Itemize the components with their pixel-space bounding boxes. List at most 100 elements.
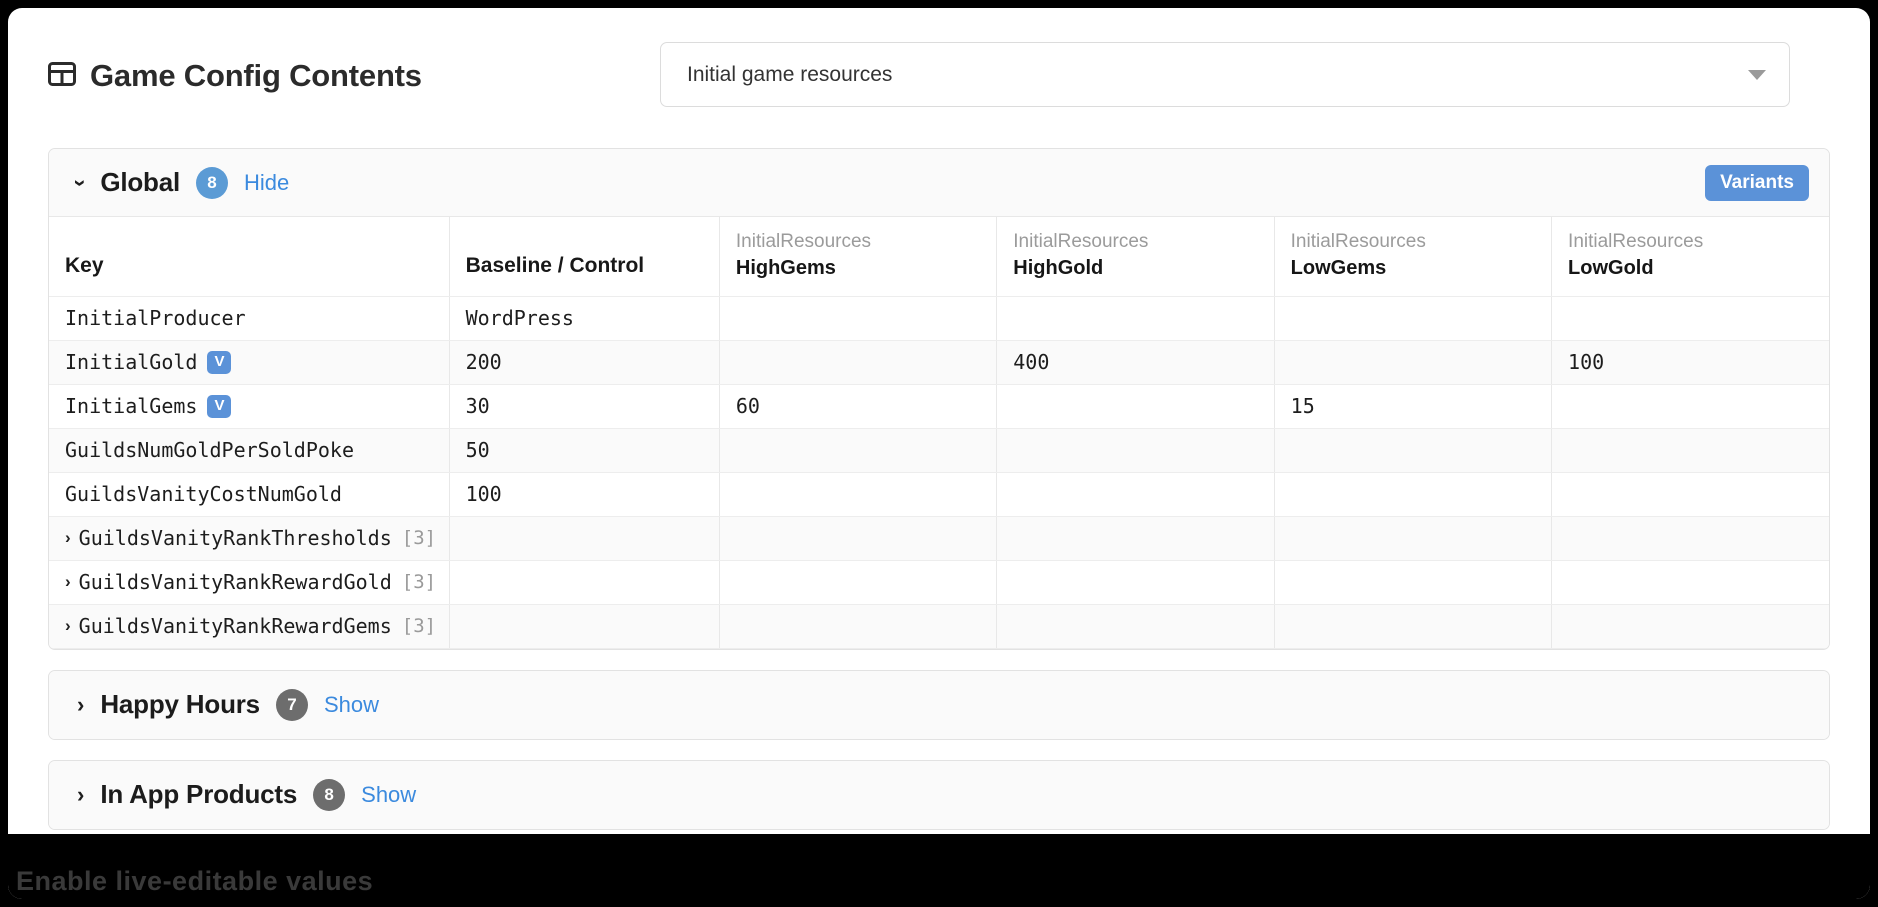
table-cell-lowgems[interactable] xyxy=(1274,428,1553,473)
column-header-lowgold-group: InitialResources xyxy=(1568,231,1704,252)
page-header: Game Config Contents Initial game resour… xyxy=(48,42,1830,128)
chevron-down-icon[interactable]: › xyxy=(68,178,94,187)
section-happy-hours-count: 7 xyxy=(275,688,308,721)
chevron-right-icon[interactable]: › xyxy=(65,616,71,636)
column-header-highgems-group: InitialResources xyxy=(735,231,872,252)
table-cell-highgems[interactable] xyxy=(719,604,998,649)
table-cell-lowgold[interactable] xyxy=(1551,472,1829,517)
section-global: › Global 8 Hide Variants Key xyxy=(48,148,1830,650)
section-global-toggle[interactable]: Hide xyxy=(244,169,290,195)
app-card: Game Config Contents Initial game resour… xyxy=(8,8,1870,899)
table-cell-key-label: GuildsVanityRankRewardGems xyxy=(78,614,392,639)
table-row[interactable]: InitialGold V 200 400 100 xyxy=(49,340,1829,385)
table-cell-baseline[interactable]: WordPress xyxy=(449,296,720,341)
table-cell-key: › GuildsVanityRankRewardGems [3] xyxy=(49,604,450,649)
table-cell-lowgems[interactable]: 15 xyxy=(1274,384,1553,429)
chevron-right-icon[interactable]: › xyxy=(65,572,71,592)
table-cell-highgold[interactable]: 400 xyxy=(996,340,1275,385)
table-cell-baseline[interactable] xyxy=(449,516,720,561)
variants-button[interactable]: Variants xyxy=(1705,164,1809,201)
table-cell-lowgems[interactable] xyxy=(1274,472,1553,517)
table-cell-lowgems[interactable] xyxy=(1274,296,1553,341)
table-cell-lowgems[interactable] xyxy=(1274,340,1553,385)
table-row[interactable]: InitialGems V 30 60 15 xyxy=(49,384,1829,429)
table-cell-key-label: GuildsVanityRankThresholds xyxy=(78,526,392,551)
table-cell-baseline[interactable]: 30 xyxy=(449,384,720,429)
column-header-highgold: InitialResources HighGold xyxy=(996,217,1275,297)
section-in-app-products-toggle[interactable]: Show xyxy=(361,781,417,807)
table-cell-key-label: InitialGems xyxy=(65,394,198,419)
table-cell-highgold[interactable] xyxy=(996,516,1275,561)
column-header-key-label: Key xyxy=(65,253,104,277)
overlay-truncated-text: Enable live-editable values xyxy=(16,866,374,896)
column-header-highgems-label: HighGems xyxy=(735,256,836,279)
table-cell-key-label: InitialGold xyxy=(65,350,198,375)
section-global-header[interactable]: › Global 8 Hide Variants xyxy=(49,149,1829,217)
table-cell-key: InitialGold V xyxy=(49,340,450,385)
table-cell-lowgold[interactable] xyxy=(1551,604,1829,649)
table-cell-baseline[interactable] xyxy=(449,560,720,605)
table-cell-lowgems[interactable] xyxy=(1274,560,1553,605)
bottom-overlay-bar: Enable live-editable values xyxy=(8,834,1870,899)
table-cell-key: GuildsVanityCostNumGold xyxy=(49,472,450,517)
section-happy-hours-title: Happy Hours xyxy=(100,689,260,720)
table-cell-lowgold[interactable] xyxy=(1551,428,1829,473)
table-cell-baseline[interactable]: 100 xyxy=(449,472,720,517)
table-cell-lowgold[interactable] xyxy=(1551,296,1829,341)
column-header-lowgems-group: InitialResources xyxy=(1290,231,1426,252)
table-header-row: Key Baseline / Control InitialResources … xyxy=(49,217,1829,297)
array-item-count: [3] xyxy=(401,527,437,550)
section-happy-hours: › Happy Hours 7 Show xyxy=(48,669,1830,740)
table-cell-lowgold[interactable] xyxy=(1551,384,1829,429)
section-global-count: 8 xyxy=(196,166,229,199)
table-cell-highgold[interactable] xyxy=(996,428,1275,473)
table-cell-highgems[interactable] xyxy=(719,560,998,605)
table-cell-highgems[interactable] xyxy=(719,472,998,517)
table-cell-baseline[interactable] xyxy=(449,604,720,649)
table-row[interactable]: GuildsVanityCostNumGold 100 xyxy=(49,472,1829,517)
chevron-down-icon xyxy=(1748,70,1766,80)
table-cell-key-label: InitialProducer xyxy=(65,306,246,331)
table-row[interactable]: InitialProducer WordPress xyxy=(49,296,1829,341)
table-cell-lowgems[interactable] xyxy=(1274,604,1553,649)
chevron-right-icon[interactable]: › xyxy=(65,528,71,548)
section-in-app-products-header[interactable]: › In App Products 8 Show xyxy=(49,760,1829,829)
table-cell-lowgold[interactable] xyxy=(1551,560,1829,605)
table-row[interactable]: GuildsNumGoldPerSoldPoke 50 xyxy=(49,428,1829,473)
table-cell-highgems[interactable]: 60 xyxy=(719,384,998,429)
table-cell-highgold[interactable] xyxy=(996,296,1275,341)
chevron-right-icon[interactable]: › xyxy=(77,691,85,717)
table-cell-lowgold[interactable]: 100 xyxy=(1551,340,1829,385)
column-header-baseline-label: Baseline / Control xyxy=(465,253,645,277)
variant-indicator-badge: V xyxy=(207,350,232,374)
section-in-app-products-title: In App Products xyxy=(100,779,298,810)
section-happy-hours-header[interactable]: › Happy Hours 7 Show xyxy=(49,670,1829,739)
table-row[interactable]: › GuildsVanityRankThresholds [3] xyxy=(49,516,1829,561)
section-happy-hours-toggle[interactable]: Show xyxy=(323,691,379,717)
config-select[interactable]: Initial game resources xyxy=(660,42,1790,107)
table-row[interactable]: › GuildsVanityRankRewardGold [3] xyxy=(49,560,1829,605)
column-header-highgold-label: HighGold xyxy=(1013,256,1104,279)
column-header-baseline: Baseline / Control xyxy=(449,217,720,297)
array-item-count: [3] xyxy=(401,571,437,594)
table-cell-lowgems[interactable] xyxy=(1274,516,1553,561)
table-cell-baseline[interactable]: 50 xyxy=(449,428,720,473)
config-select-value: Initial game resources xyxy=(687,62,893,86)
table-cell-highgold[interactable] xyxy=(996,384,1275,429)
table-cell-key: GuildsNumGoldPerSoldPoke xyxy=(49,428,450,473)
table-row[interactable]: › GuildsVanityRankRewardGems [3] xyxy=(49,604,1829,649)
table-cell-highgold[interactable] xyxy=(996,560,1275,605)
table-cell-lowgold[interactable] xyxy=(1551,516,1829,561)
table-cell-key-label: GuildsNumGoldPerSoldPoke xyxy=(65,438,354,463)
table-cell-key: InitialProducer xyxy=(49,296,450,341)
table-cell-highgold[interactable] xyxy=(996,472,1275,517)
column-header-lowgems-label: LowGems xyxy=(1290,256,1387,279)
table-cell-highgems[interactable] xyxy=(719,428,998,473)
table-cell-highgems[interactable] xyxy=(719,516,998,561)
column-header-highgold-group: InitialResources xyxy=(1013,231,1149,252)
table-cell-baseline[interactable]: 200 xyxy=(449,340,720,385)
chevron-right-icon[interactable]: › xyxy=(77,781,85,807)
table-cell-highgems[interactable] xyxy=(719,340,998,385)
table-cell-highgold[interactable] xyxy=(996,604,1275,649)
table-cell-highgems[interactable] xyxy=(719,296,998,341)
